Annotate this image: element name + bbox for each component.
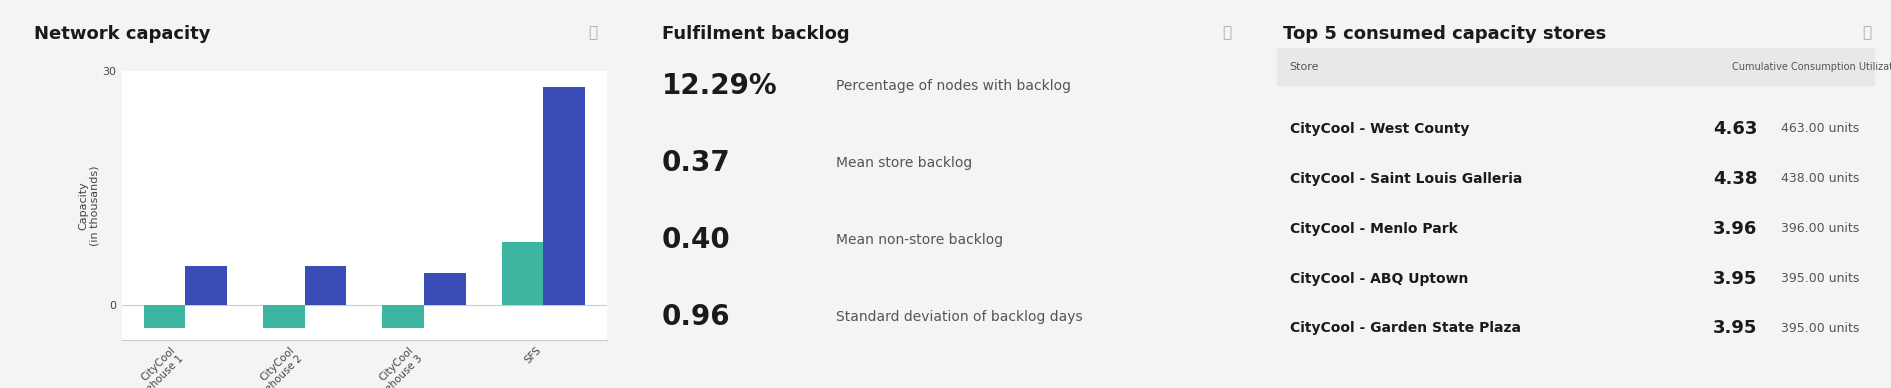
Text: 396.00 units: 396.00 units (1781, 222, 1859, 235)
Text: 0.37: 0.37 (662, 149, 730, 177)
Text: 438.00 units: 438.00 units (1781, 172, 1859, 185)
Text: Mean non-store backlog: Mean non-store backlog (836, 233, 1004, 247)
Text: Standard deviation of backlog days: Standard deviation of backlog days (836, 310, 1084, 324)
Text: 395.00 units: 395.00 units (1781, 322, 1859, 335)
Text: ⓘ: ⓘ (588, 25, 598, 40)
Text: 3.96: 3.96 (1713, 220, 1757, 237)
Text: CityCool - Menlo Park: CityCool - Menlo Park (1290, 222, 1458, 236)
Text: ⓘ: ⓘ (1863, 25, 1872, 40)
FancyBboxPatch shape (1276, 48, 1874, 87)
Text: 3.95: 3.95 (1713, 319, 1757, 338)
Text: Percentage of nodes with backlog: Percentage of nodes with backlog (836, 80, 1072, 94)
Text: 0.96: 0.96 (662, 303, 730, 331)
Text: CityCool - Garden State Plaza: CityCool - Garden State Plaza (1290, 321, 1520, 336)
Text: Store: Store (1290, 62, 1320, 72)
Text: Network capacity: Network capacity (34, 25, 212, 43)
Text: CityCool - ABQ Uptown: CityCool - ABQ Uptown (1290, 272, 1467, 286)
Text: ⓘ: ⓘ (1222, 25, 1231, 40)
Text: 4.38: 4.38 (1713, 170, 1757, 188)
Text: Mean store backlog: Mean store backlog (836, 156, 972, 170)
Text: Fulfilment backlog: Fulfilment backlog (662, 25, 849, 43)
Text: 4.63: 4.63 (1713, 120, 1757, 138)
Text: Cumulative Consumption Utilization (days): Cumulative Consumption Utilization (days… (1732, 62, 1891, 72)
Text: 3.95: 3.95 (1713, 270, 1757, 288)
Text: 12.29%: 12.29% (662, 73, 777, 100)
Text: 0.40: 0.40 (662, 226, 730, 254)
Text: 463.00 units: 463.00 units (1781, 122, 1859, 135)
Text: CityCool - Saint Louis Galleria: CityCool - Saint Louis Galleria (1290, 171, 1522, 185)
Text: CityCool - West County: CityCool - West County (1290, 122, 1469, 136)
Text: Top 5 consumed capacity stores: Top 5 consumed capacity stores (1284, 25, 1607, 43)
Text: 395.00 units: 395.00 units (1781, 272, 1859, 285)
